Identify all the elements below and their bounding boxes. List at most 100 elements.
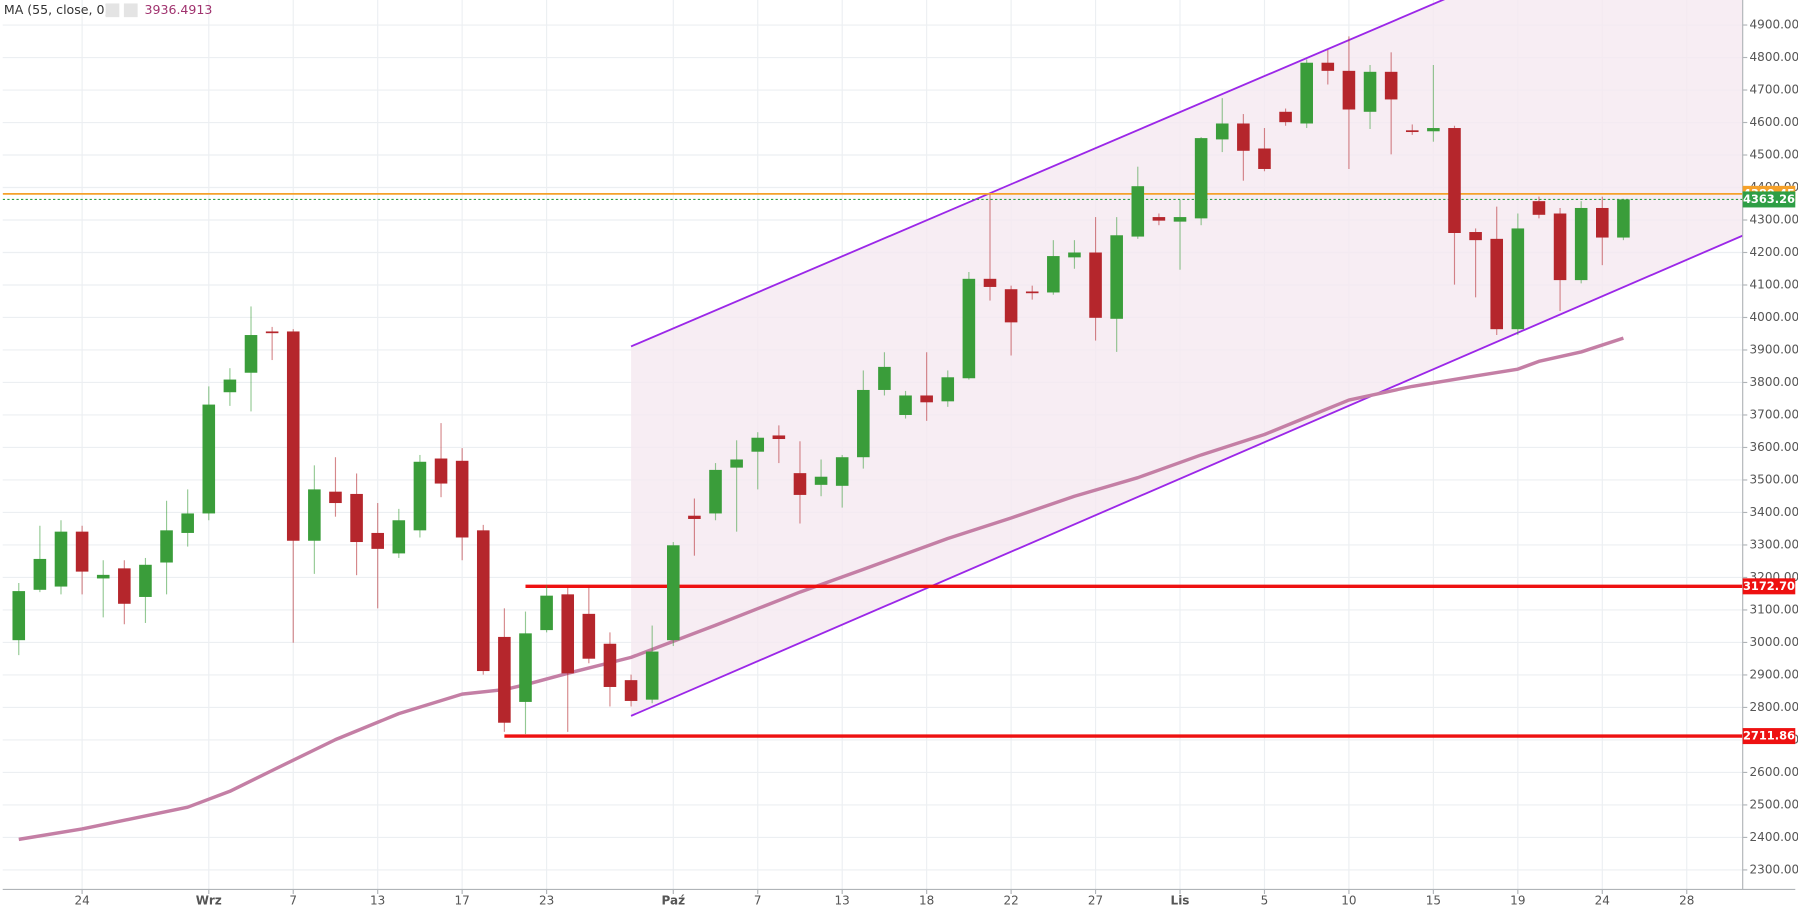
candle-body bbox=[265, 331, 279, 334]
y-tick-label: 4500.00 bbox=[1750, 148, 1798, 162]
candle-body bbox=[920, 395, 933, 403]
x-tick-label: 7 bbox=[754, 893, 762, 907]
indicator-value: 3936.4913 bbox=[144, 2, 212, 17]
x-tick-label: 22 bbox=[1003, 893, 1018, 907]
y-tick-label: 4300.00 bbox=[1750, 212, 1798, 226]
candle-body bbox=[962, 278, 976, 379]
candle-body bbox=[1258, 148, 1271, 169]
y-tick-label: 2500.00 bbox=[1750, 797, 1798, 811]
x-tick-label: 17 bbox=[455, 893, 470, 907]
candle-body bbox=[1300, 62, 1313, 124]
candle-body bbox=[413, 461, 427, 531]
candle-body bbox=[1511, 228, 1525, 330]
candle-body bbox=[12, 591, 26, 641]
candle-body bbox=[1363, 71, 1377, 112]
candle-body bbox=[33, 558, 47, 590]
y-tick-label: 3100.00 bbox=[1750, 602, 1798, 616]
indicator-name: MA (55, close, 0) bbox=[4, 2, 110, 17]
y-tick-label: 3900.00 bbox=[1750, 342, 1798, 356]
y-tick-label: 3300.00 bbox=[1750, 537, 1798, 551]
settings-icon[interactable] bbox=[105, 3, 120, 18]
x-tick-label: Lis bbox=[1171, 893, 1190, 907]
x-tick-label: Paź bbox=[662, 893, 686, 907]
x-tick-label: 15 bbox=[1426, 893, 1441, 907]
candle-body bbox=[899, 395, 912, 415]
y-tick-label: 4200.00 bbox=[1750, 245, 1798, 259]
candle-body bbox=[1553, 213, 1567, 281]
price-label: 3172.70 bbox=[1743, 579, 1795, 593]
x-tick-label: 27 bbox=[1088, 893, 1103, 907]
candle-body bbox=[1152, 217, 1166, 221]
candle-body bbox=[1004, 289, 1018, 323]
moving-average bbox=[18, 336, 1624, 842]
candle-body bbox=[751, 437, 765, 452]
candle-body bbox=[1237, 123, 1250, 151]
y-tick-label: 4600.00 bbox=[1750, 115, 1798, 129]
y-tick-label: 4000.00 bbox=[1750, 310, 1798, 324]
candle-body bbox=[329, 491, 342, 504]
candle-body bbox=[1469, 232, 1482, 241]
candle-body bbox=[709, 469, 722, 514]
candle-body bbox=[350, 493, 363, 543]
y-tick-label: 3400.00 bbox=[1750, 505, 1798, 519]
y-tick-label: 3000.00 bbox=[1750, 635, 1798, 649]
x-tick-label: 28 bbox=[1679, 893, 1694, 907]
candle-body bbox=[1025, 291, 1039, 294]
candle-body bbox=[1279, 111, 1292, 123]
candle-body bbox=[519, 633, 532, 702]
x-tick-label: 7 bbox=[289, 893, 297, 907]
candle-body bbox=[118, 568, 131, 604]
candle-body bbox=[983, 278, 997, 287]
candle-body bbox=[1215, 123, 1229, 140]
candle-body bbox=[941, 377, 955, 402]
price-axis-bg bbox=[1742, 0, 1796, 910]
candle-body bbox=[1173, 217, 1187, 222]
y-tick-label: 4100.00 bbox=[1750, 277, 1798, 291]
candle-body bbox=[1384, 71, 1398, 100]
x-tick-label: 23 bbox=[539, 893, 554, 907]
x-tick-label: 13 bbox=[370, 893, 385, 907]
candle-body bbox=[476, 530, 490, 672]
y-tick-label: 3500.00 bbox=[1750, 472, 1798, 486]
candle-body bbox=[793, 473, 807, 495]
y-tick-label: 2600.00 bbox=[1750, 765, 1798, 779]
candle-body bbox=[1068, 252, 1081, 258]
x-tick-label: Wrz bbox=[196, 893, 222, 907]
x-tick-label: 19 bbox=[1510, 893, 1525, 907]
candle-body bbox=[603, 643, 617, 687]
candle-body bbox=[540, 595, 553, 631]
channel-line bbox=[630, 0, 1446, 348]
candle-body bbox=[730, 459, 743, 468]
candle-body bbox=[1405, 130, 1419, 133]
price-label-bg bbox=[1742, 578, 1796, 595]
x-tick-label: 24 bbox=[1595, 893, 1610, 907]
channel-line bbox=[630, 234, 1743, 717]
candle-body bbox=[1532, 201, 1546, 215]
candle-body bbox=[878, 366, 891, 390]
candle-body bbox=[371, 532, 384, 549]
candle-body bbox=[1342, 70, 1356, 110]
x-tick-label: 24 bbox=[74, 893, 89, 907]
legend: MA (55, close, 0) 3936.4913 bbox=[4, 2, 212, 18]
price-label: 2711.86 bbox=[1743, 729, 1795, 743]
candle-body bbox=[1110, 235, 1123, 319]
candle-body bbox=[857, 389, 870, 458]
candle-body bbox=[582, 613, 596, 659]
candle-body bbox=[181, 513, 194, 533]
candle-body bbox=[1490, 238, 1504, 330]
candle-body bbox=[75, 531, 89, 572]
candle-body bbox=[688, 515, 701, 519]
candle-body bbox=[1047, 256, 1060, 293]
price-label-bg bbox=[1742, 191, 1796, 208]
close-icon[interactable] bbox=[123, 3, 138, 18]
candle-body bbox=[286, 331, 300, 541]
candle-body bbox=[498, 636, 511, 723]
y-tick-label: 3800.00 bbox=[1750, 375, 1798, 389]
candle-body bbox=[772, 435, 786, 440]
candle-body bbox=[1194, 138, 1208, 219]
x-tick-label: 10 bbox=[1341, 893, 1356, 907]
candle-body bbox=[1131, 186, 1145, 237]
